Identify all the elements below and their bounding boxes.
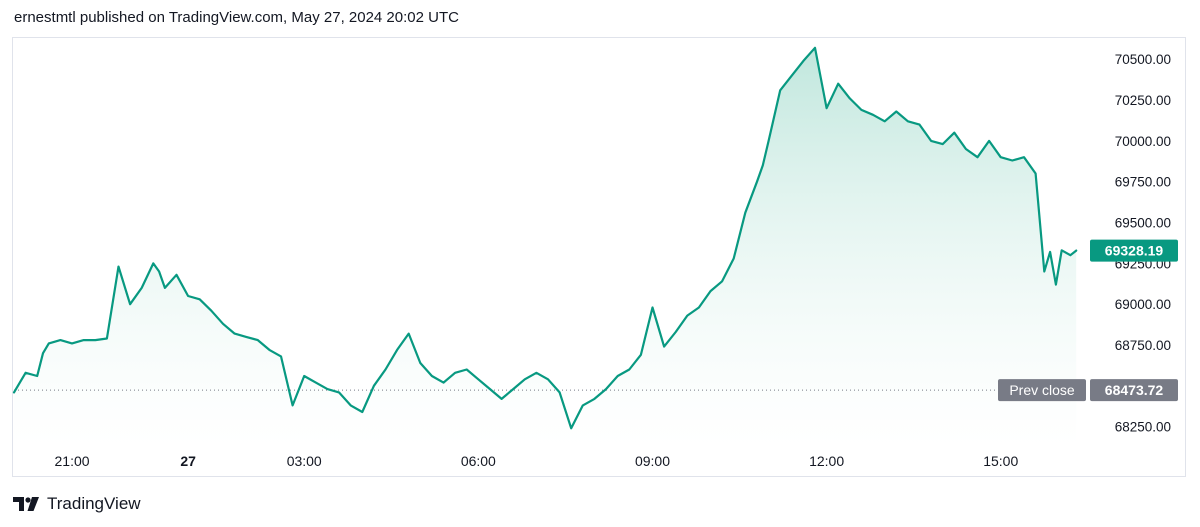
y-tick-label: 68250.00 xyxy=(1115,420,1171,435)
y-tick-label: 69750.00 xyxy=(1115,175,1171,190)
y-tick-label: 70250.00 xyxy=(1115,93,1171,108)
x-tick-label: 21:00 xyxy=(55,453,90,469)
y-tick-label: 68750.00 xyxy=(1115,338,1171,353)
price-area-fill xyxy=(14,47,1077,448)
x-tick-label: 03:00 xyxy=(287,453,322,469)
x-tick-label: 27 xyxy=(180,453,196,469)
tradingview-logo-icon xyxy=(13,497,39,511)
y-tick-label: 70500.00 xyxy=(1115,52,1171,67)
x-tick-label: 12:00 xyxy=(809,453,844,469)
prev-close-value-tag xyxy=(1090,379,1178,402)
y-tick-label: 70000.00 xyxy=(1115,134,1171,149)
prev-close-name-tag xyxy=(998,379,1086,402)
x-tick-label: 06:00 xyxy=(461,453,496,469)
prev-close-name-label: Prev close xyxy=(1009,382,1075,398)
y-tick-label: 69000.00 xyxy=(1115,297,1171,312)
publish-info: ernestmtl published on TradingView.com, … xyxy=(14,9,459,26)
price-line[interactable] xyxy=(12,46,1078,430)
y-tick-label: 69500.00 xyxy=(1115,216,1171,231)
x-tick-label: 09:00 xyxy=(635,453,670,469)
last-price-tag xyxy=(1090,239,1178,262)
prev-close-value-label: 68473.72 xyxy=(1105,382,1164,398)
brand-name: TradingView xyxy=(47,494,141,513)
x-tick-label: 15:00 xyxy=(983,453,1018,469)
last-price-label: 69328.19 xyxy=(1105,243,1164,259)
tradingview-brand[interactable]: TradingView xyxy=(13,493,141,515)
